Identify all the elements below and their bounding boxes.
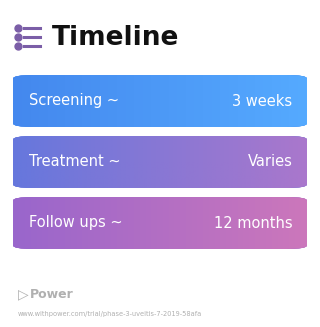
Text: Varies: Varies <box>247 154 292 169</box>
Text: Timeline: Timeline <box>52 25 180 51</box>
Text: Follow ups ~: Follow ups ~ <box>29 215 123 231</box>
FancyBboxPatch shape <box>13 136 307 188</box>
FancyBboxPatch shape <box>13 136 307 188</box>
Text: 12 months: 12 months <box>214 215 292 231</box>
FancyBboxPatch shape <box>13 75 307 127</box>
Text: www.withpower.com/trial/phase-3-uveitis-7-2019-58afa: www.withpower.com/trial/phase-3-uveitis-… <box>18 311 202 317</box>
Text: 3 weeks: 3 weeks <box>232 94 292 109</box>
FancyBboxPatch shape <box>13 197 307 249</box>
Text: ▷: ▷ <box>18 287 28 301</box>
FancyBboxPatch shape <box>13 197 307 249</box>
FancyBboxPatch shape <box>10 75 310 128</box>
FancyBboxPatch shape <box>10 197 310 250</box>
Text: Power: Power <box>30 287 74 301</box>
FancyBboxPatch shape <box>10 135 310 189</box>
Text: Treatment ~: Treatment ~ <box>29 154 121 169</box>
FancyBboxPatch shape <box>13 75 307 127</box>
Text: Screening ~: Screening ~ <box>29 94 119 109</box>
